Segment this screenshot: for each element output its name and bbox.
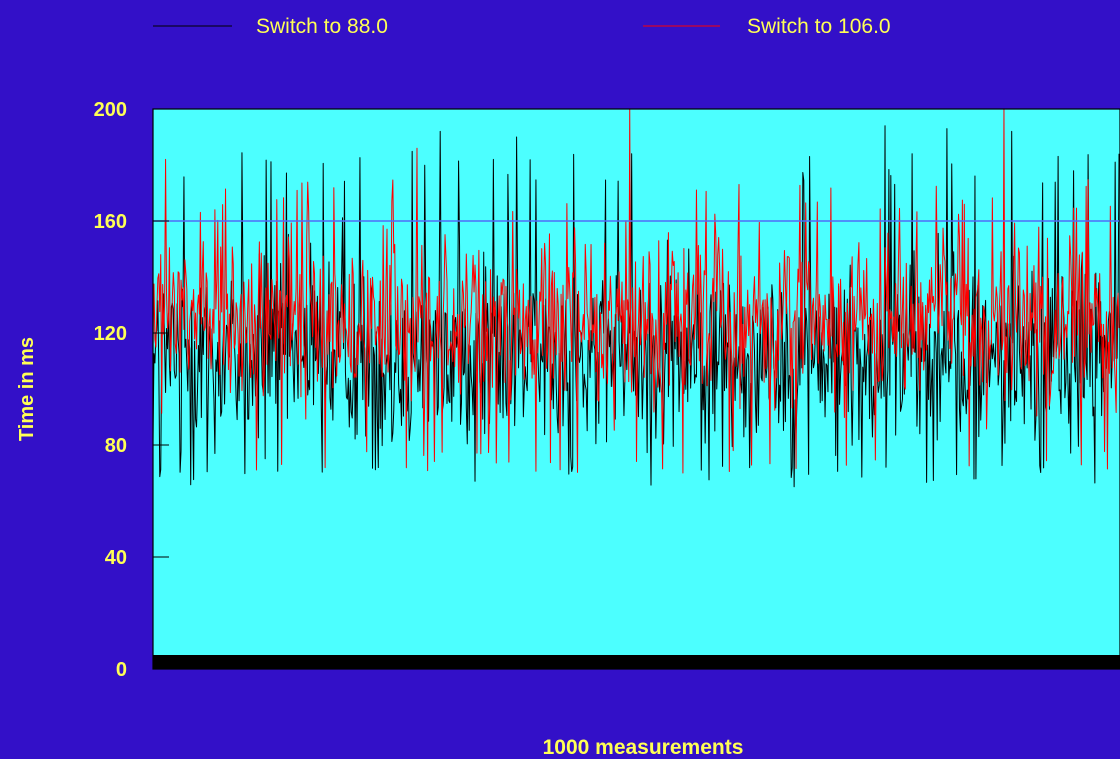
legend-label-series-0: Switch to 88.0 (256, 15, 388, 38)
series-line-1 (152, 108, 1120, 474)
y-axis: 0 40 80 120 160 200 (94, 99, 169, 681)
series-layer (152, 108, 1120, 488)
legend: Switch to 88.0 Switch to 106.0 (153, 15, 891, 38)
legend-label-series-1: Switch to 106.0 (747, 15, 891, 38)
y-tick-label-40: 40 (105, 547, 127, 569)
y-tick-label-200: 200 (94, 99, 127, 121)
y-axis-label: Time in ms (16, 337, 38, 441)
y-tick-label-160: 160 (94, 211, 127, 233)
baseline-band (153, 655, 1120, 669)
y-tick-label-80: 80 (105, 435, 127, 457)
x-axis-label: 1000 measurements (543, 736, 744, 759)
plot-area (152, 108, 1120, 670)
y-tick-label-120: 120 (94, 323, 127, 345)
plot-frame (152, 108, 1120, 670)
y-tick-label-0: 0 (116, 659, 127, 681)
